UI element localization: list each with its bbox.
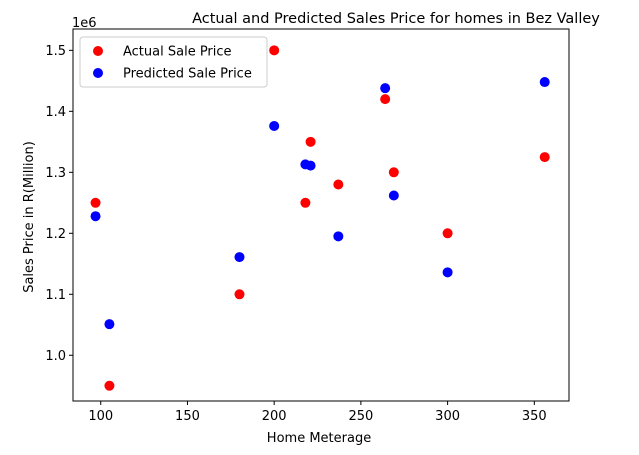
predicted-price-point — [234, 252, 245, 263]
predicted-price-point — [305, 160, 316, 171]
predicted-price-point — [269, 120, 280, 131]
x-tick-label: 200 — [262, 409, 287, 424]
actual-price-point — [90, 197, 101, 208]
predicted-price-point — [388, 190, 399, 201]
legend: Actual Sale Price Predicted Sale Price — [79, 36, 268, 88]
y-tick-label: 1.5 — [45, 44, 66, 59]
plot-area — [72, 28, 570, 402]
actual-price-point — [104, 380, 115, 391]
actual-price-point — [442, 228, 453, 239]
predicted-price-point — [442, 267, 453, 278]
actual-price-point — [333, 179, 344, 190]
y-tick-label: 1.3 — [45, 166, 66, 181]
x-axis-label: Home Meterage — [267, 431, 371, 446]
y-tick-label: 1.4 — [45, 105, 66, 120]
y-tick-label: 1.2 — [45, 227, 66, 242]
legend-label-predicted: Predicted Sale Price — [123, 67, 252, 82]
actual-price-point — [234, 289, 245, 300]
y-offset-label: 1e6 — [72, 16, 97, 31]
legend-box — [79, 36, 268, 88]
actual-price-point — [269, 45, 280, 56]
y-tick-label: 1.0 — [45, 349, 66, 364]
y-axis-label: Sales Price in R(Million) — [22, 141, 37, 293]
plot-frame — [72, 28, 570, 402]
y-axis: 1.0 1.1 1.2 1.3 1.4 1.5 — [45, 44, 73, 364]
x-tick-label: 100 — [88, 409, 113, 424]
predicted-price-point — [104, 319, 115, 330]
chart-title: Actual and Predicted Sales Price for hom… — [192, 11, 600, 27]
predicted-price-point — [90, 211, 101, 222]
actual-price-point — [380, 94, 391, 105]
x-tick-label: 150 — [175, 409, 200, 424]
data-marks — [90, 45, 550, 391]
x-tick-label: 300 — [435, 409, 460, 424]
predicted-price-point — [380, 83, 391, 94]
predicted-price-point — [539, 77, 550, 88]
actual-price-point — [539, 152, 550, 163]
legend-label-actual: Actual Sale Price — [123, 45, 232, 60]
x-axis: 100 150 200 250 300 350 — [88, 401, 547, 424]
predicted-price-point — [333, 231, 344, 242]
actual-price-point — [388, 167, 399, 178]
x-tick-label: 350 — [522, 409, 547, 424]
actual-price-point — [300, 197, 311, 208]
actual-price-point — [305, 136, 316, 147]
y-tick-label: 1.1 — [45, 288, 66, 303]
x-tick-label: 250 — [348, 409, 373, 424]
legend-marker-predicted — [93, 68, 103, 78]
legend-marker-actual — [93, 46, 103, 56]
